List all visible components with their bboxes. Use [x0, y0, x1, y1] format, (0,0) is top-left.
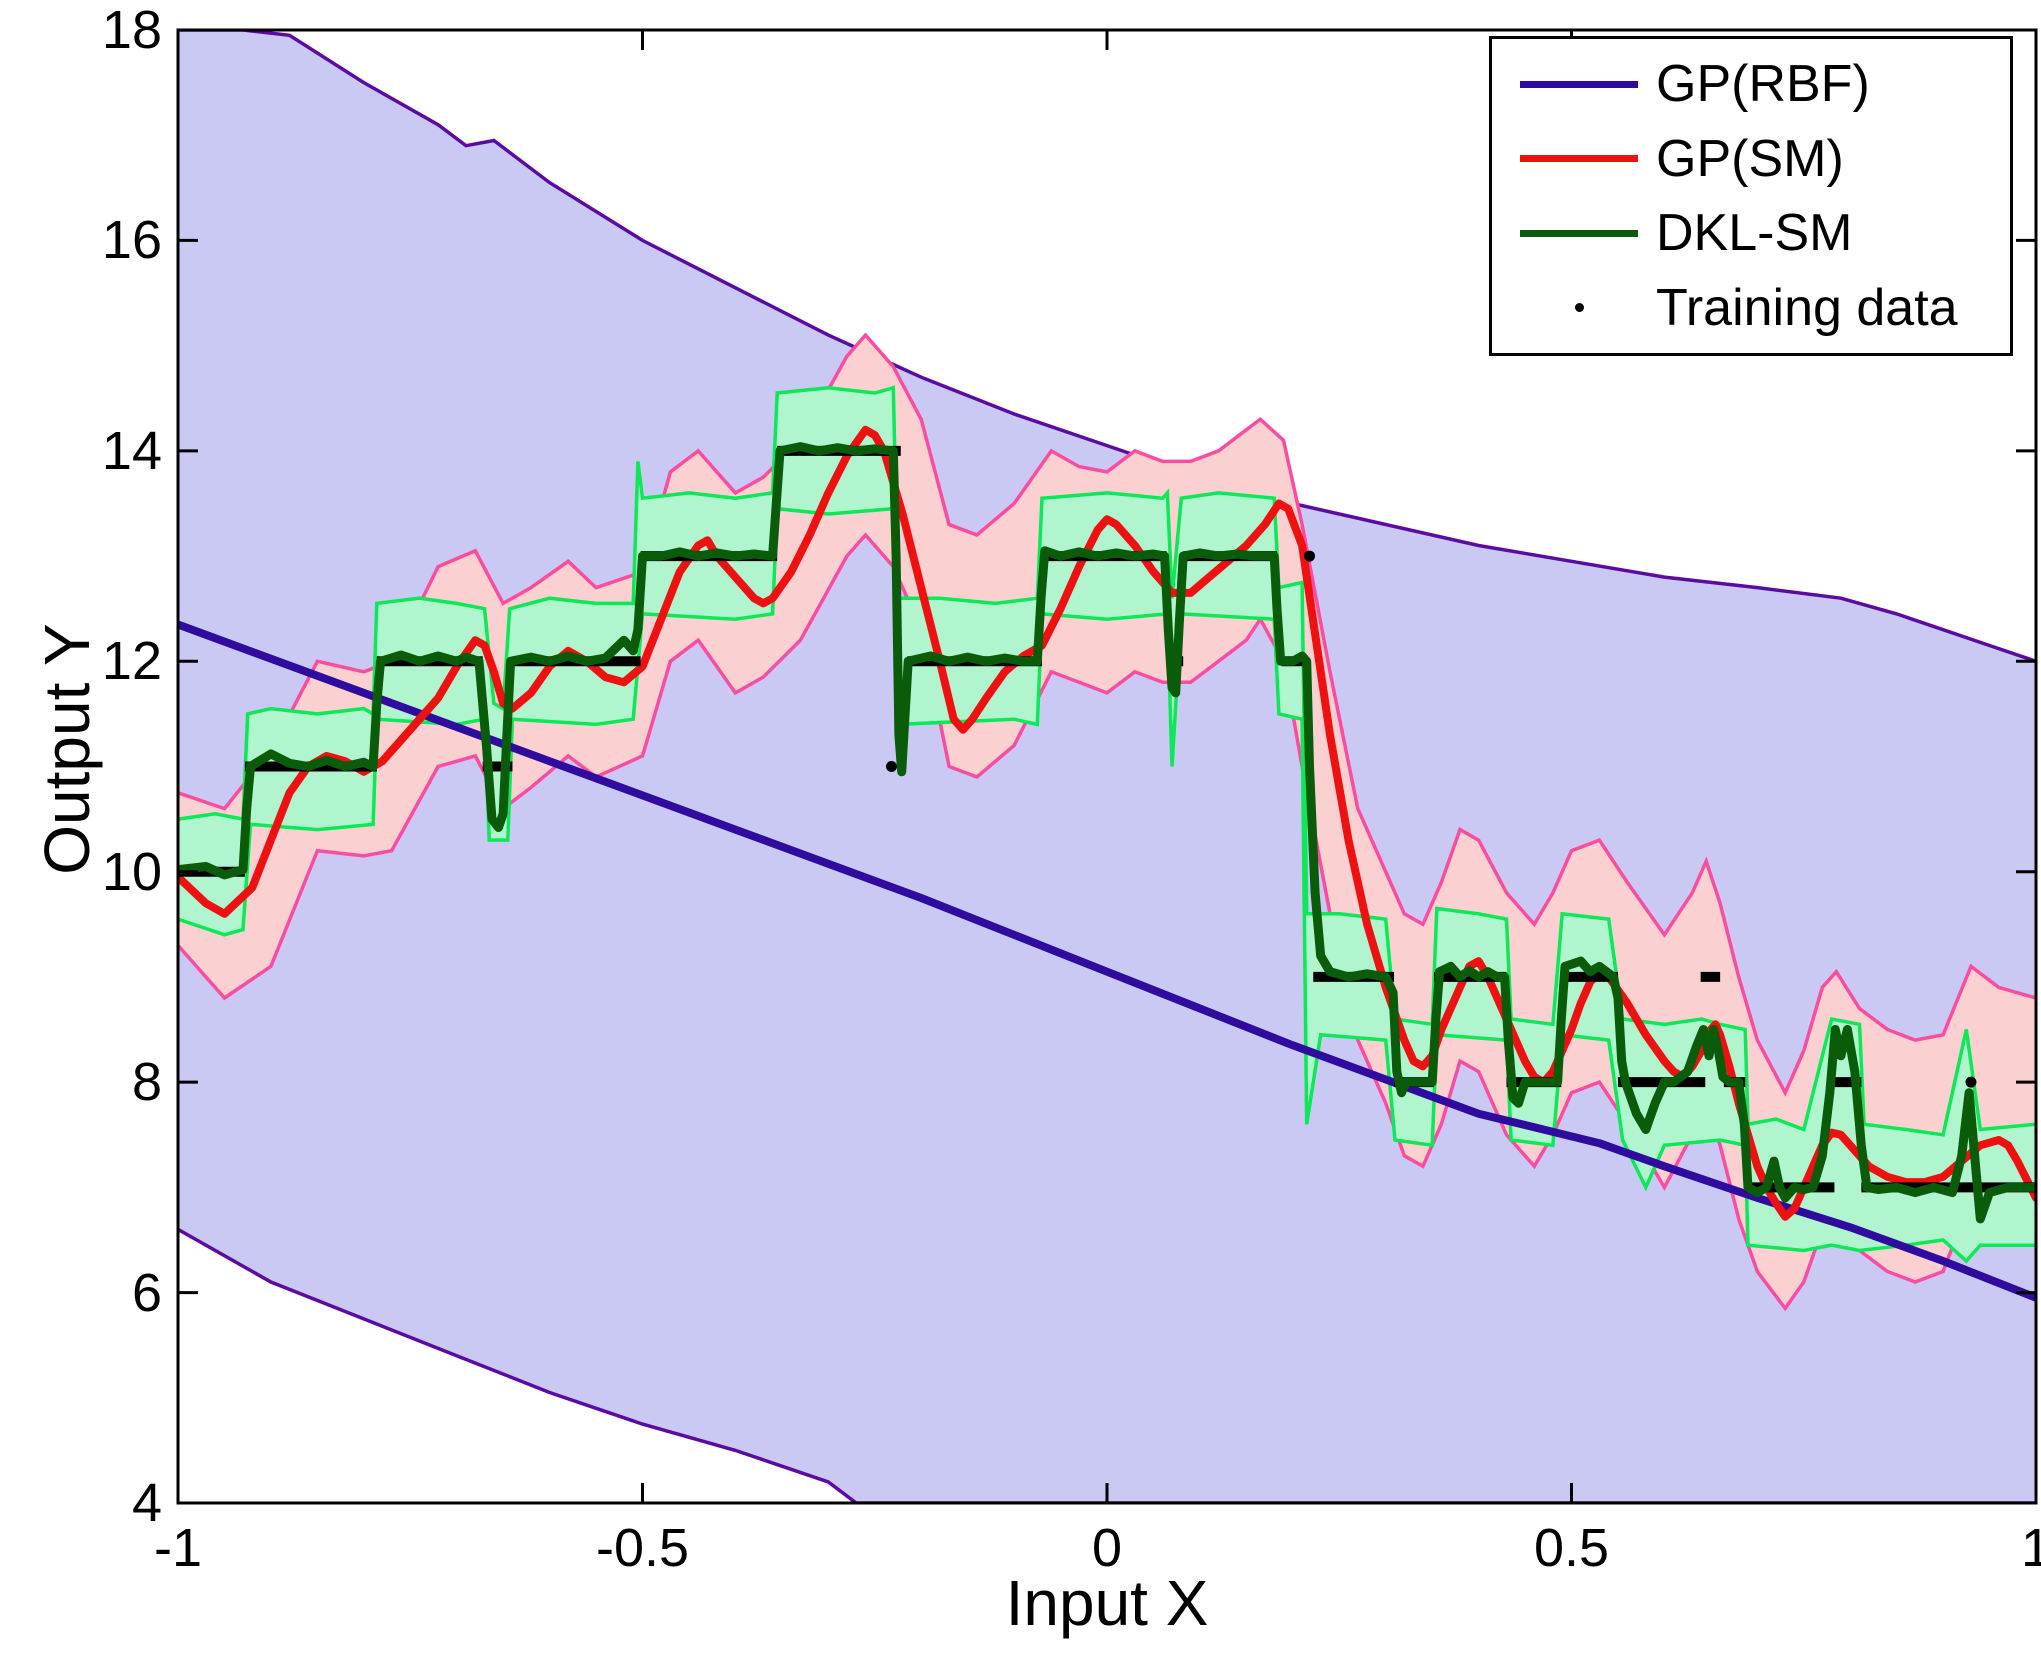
training-data-point [1965, 1076, 1977, 1088]
legend-item-dkl-sm: DKL-SM [1492, 197, 2010, 269]
y-tick-label: 18 [101, 0, 162, 60]
y-tick-label: 4 [131, 1473, 162, 1533]
x-tick-label: 0.5 [1533, 1518, 1610, 1578]
y-tick-label: 12 [101, 631, 162, 692]
training-data-dot-swatch-icon [1520, 303, 1638, 313]
gp-rbf--line [178, 620, 2036, 1302]
y-tick-label: 10 [101, 841, 162, 902]
gp-rbf--band-lower-edge [178, 1227, 2036, 1503]
legend: GP(RBF) GP(SM) DKL-SM Training data [1489, 36, 2013, 356]
legend-label: GP(RBF) [1656, 55, 1870, 114]
x-tick-label: 1 [2020, 1518, 2041, 1578]
y-tick-label: 16 [101, 210, 162, 271]
y-tick-label: 14 [101, 420, 162, 481]
dkl-sm-line [178, 442, 2036, 1224]
x-tick-label: -1 [153, 1518, 202, 1578]
training-data-point [1304, 550, 1316, 562]
legend-label: Training data [1656, 278, 1958, 337]
legend-item-gp-rbf: GP(RBF) [1492, 48, 2010, 120]
dkl-sm-line-swatch-icon [1520, 229, 1638, 237]
gp-sm--band-upper-edge [178, 332, 2036, 1097]
y-tick-label: 6 [131, 1262, 162, 1323]
x-tick-label: 0 [1091, 1518, 1123, 1578]
training-data-point [885, 761, 897, 772]
legend-item-training-data: Training data [1492, 272, 2010, 344]
y-tick-label: 8 [131, 1052, 162, 1113]
legend-label: DKL-SM [1656, 204, 1853, 263]
gp-sm-line-swatch-icon [1520, 155, 1638, 163]
gp-rbf--band-upper-edge [178, 30, 2036, 663]
dkl-sm-band-upper-edge [178, 385, 2036, 1137]
legend-item-gp-sm: GP(SM) [1492, 123, 2010, 195]
gp-rbf-line-swatch-icon [1520, 80, 1638, 88]
x-tick-label: -0.5 [595, 1518, 690, 1578]
x-axis-label: Input X [1005, 1567, 1209, 1639]
legend-label: GP(SM) [1656, 129, 1844, 188]
